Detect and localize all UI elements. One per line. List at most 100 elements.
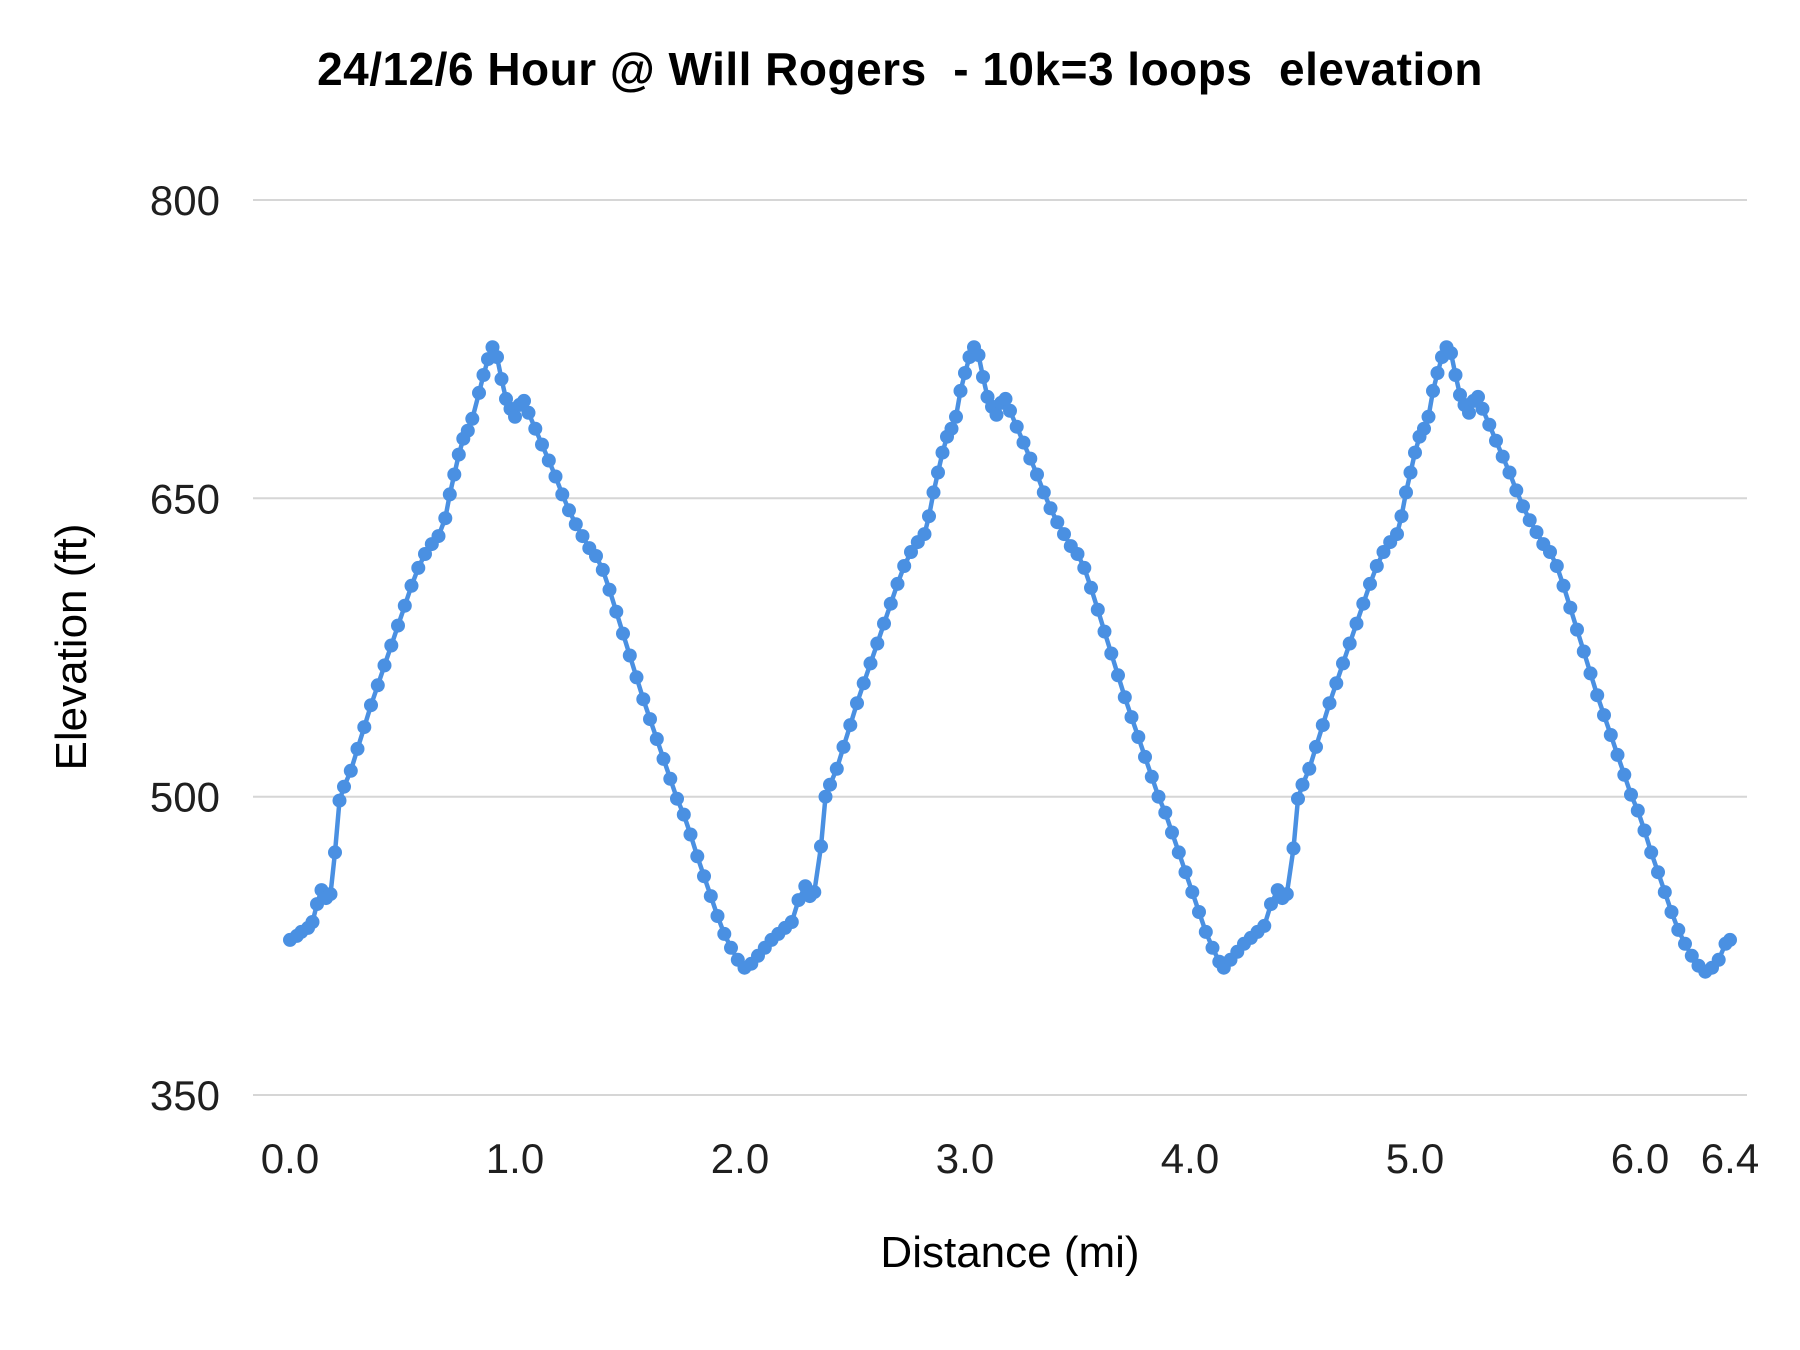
y-tick-label: 500 xyxy=(150,774,220,821)
data-point xyxy=(823,777,837,792)
data-point xyxy=(1077,560,1092,575)
data-point xyxy=(595,562,610,577)
data-point xyxy=(1286,841,1301,856)
data-point xyxy=(1610,747,1625,762)
data-point xyxy=(1644,845,1659,860)
data-point xyxy=(528,421,543,436)
data-point xyxy=(411,560,426,575)
data-point xyxy=(548,469,563,484)
data-point xyxy=(442,487,457,502)
data-point xyxy=(850,696,864,711)
data-point xyxy=(926,485,941,500)
data-point xyxy=(589,549,603,563)
data-point xyxy=(622,648,637,663)
data-point xyxy=(1417,421,1431,436)
y-tick-label: 350 xyxy=(150,1072,220,1119)
data-point xyxy=(883,596,898,611)
data-point xyxy=(1603,728,1618,742)
data-point xyxy=(1597,708,1611,723)
data-point xyxy=(616,626,630,641)
data-point xyxy=(870,636,885,651)
data-point xyxy=(1475,401,1490,416)
data-point xyxy=(1356,596,1371,611)
x-tick-label: 6.4 xyxy=(1701,1135,1759,1182)
data-point xyxy=(1448,368,1463,382)
data-point xyxy=(989,407,1004,422)
data-point xyxy=(1664,905,1679,919)
data-point xyxy=(460,423,475,438)
x-tick-label: 1.0 xyxy=(486,1135,544,1182)
data-point xyxy=(656,751,671,766)
data-point xyxy=(863,656,878,671)
data-point xyxy=(1556,578,1571,593)
data-point xyxy=(1309,739,1323,754)
data-point xyxy=(683,827,698,842)
data-point xyxy=(1495,449,1510,464)
data-point xyxy=(1543,545,1557,559)
data-point xyxy=(1516,499,1530,514)
data-point xyxy=(343,763,358,778)
data-point xyxy=(917,527,932,542)
data-point xyxy=(575,529,590,544)
data-point xyxy=(1205,940,1220,955)
data-point xyxy=(976,370,990,384)
data-point xyxy=(1421,409,1436,424)
data-point xyxy=(697,869,711,884)
data-point xyxy=(1671,922,1686,937)
data-point xyxy=(1192,905,1206,919)
data-point xyxy=(609,604,624,619)
data-point xyxy=(1651,865,1665,880)
data-point xyxy=(391,618,405,633)
y-axis-title: Elevation (ft) xyxy=(47,523,96,771)
elevation-line xyxy=(287,344,1733,974)
data-point xyxy=(949,409,963,424)
data-point xyxy=(521,405,536,420)
data-point xyxy=(1363,576,1377,591)
data-point xyxy=(1369,559,1384,573)
data-point xyxy=(1198,924,1213,939)
data-point xyxy=(418,547,432,561)
data-point xyxy=(1144,769,1159,784)
data-point xyxy=(1529,525,1544,540)
data-point xyxy=(305,915,320,929)
chart-title: 24/12/6 Hour @ Will Rogers - 10k=3 loops… xyxy=(317,43,1483,95)
data-point xyxy=(1050,515,1065,530)
data-point xyxy=(1302,761,1317,776)
data-point xyxy=(1336,656,1350,671)
data-point xyxy=(904,545,918,559)
data-point xyxy=(856,676,871,691)
data-point xyxy=(663,771,678,786)
data-point xyxy=(1482,417,1497,432)
data-point xyxy=(1444,346,1458,361)
data-point xyxy=(1502,465,1517,480)
data-point xyxy=(357,720,372,735)
data-point xyxy=(1070,547,1085,561)
data-point xyxy=(517,393,531,408)
data-point xyxy=(1394,509,1409,524)
data-point xyxy=(602,582,617,597)
data-point xyxy=(1376,545,1391,559)
data-point xyxy=(451,447,466,462)
data-point xyxy=(1403,465,1418,480)
x-tick-label: 2.0 xyxy=(711,1135,769,1182)
x-tick-label: 3.0 xyxy=(936,1135,994,1182)
data-point xyxy=(629,670,644,685)
data-point xyxy=(1342,636,1357,651)
data-point xyxy=(337,779,351,794)
data-point xyxy=(370,678,385,693)
data-point xyxy=(1090,602,1105,617)
data-point xyxy=(897,559,912,573)
data-point xyxy=(953,383,968,398)
data-point xyxy=(1570,622,1584,637)
data-point xyxy=(555,487,570,502)
data-point xyxy=(490,350,504,365)
data-point xyxy=(1678,936,1692,951)
data-point xyxy=(1178,865,1193,880)
data-point xyxy=(1399,485,1413,500)
data-point xyxy=(1023,451,1038,466)
data-point xyxy=(1043,501,1058,516)
data-point xyxy=(1030,467,1044,482)
data-point xyxy=(1185,885,1200,900)
data-point xyxy=(332,793,347,808)
data-point xyxy=(1124,710,1139,725)
